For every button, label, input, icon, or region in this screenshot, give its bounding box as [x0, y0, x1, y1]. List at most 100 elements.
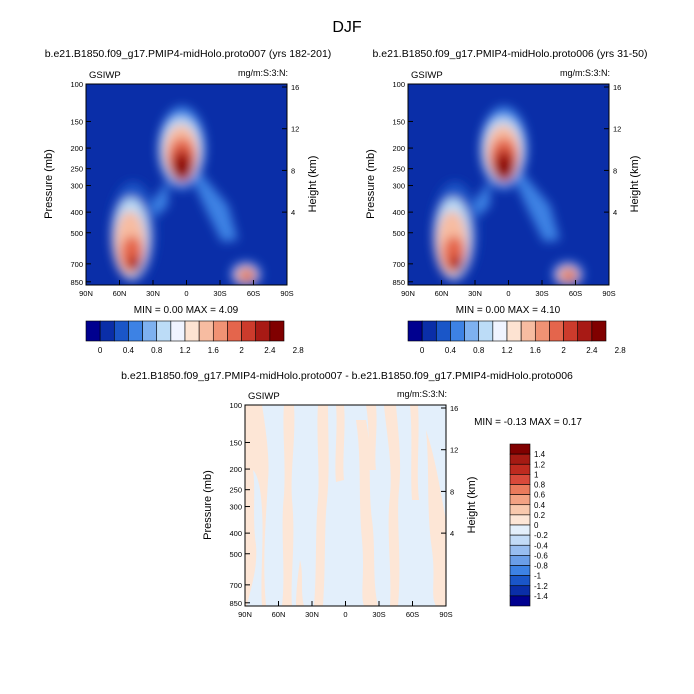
colorbar-box [492, 320, 508, 342]
pressure-tick-label: 700 [229, 581, 242, 590]
colorbar-label: -0.2 [534, 531, 548, 540]
colorbar-box [407, 320, 423, 342]
lat-tick-label: 60N [435, 289, 449, 298]
colorbar-label: 0.4 [123, 346, 135, 355]
pressure-tick-label: 500 [229, 550, 242, 559]
colorbar-box [520, 320, 536, 342]
height-tick-label: 4 [613, 208, 617, 217]
colorbar-label: 2.8 [615, 346, 627, 355]
pressure-tick-label: 300 [392, 182, 405, 191]
pressure-tick-label: 250 [229, 486, 242, 495]
colorbar-box [509, 453, 531, 465]
pressure-ticks: 100 150 200 250 300 400 500 700 850 [392, 80, 413, 287]
colorbar-box [509, 544, 531, 556]
colorbar-box [255, 320, 271, 342]
colorbar-box [563, 320, 579, 342]
colorbar-label: 1.2 [501, 346, 513, 355]
pressure-tick-label: 850 [70, 278, 83, 287]
colorbar-label: 1 [534, 470, 539, 479]
lat-ticks: 90N 60N 30N 0 30S 60S 90S [79, 280, 294, 298]
panel-difference: b.e21.B1850.f09_g17.PMIP4-midHolo.proto0… [121, 370, 582, 619]
colorbar-label: -1.2 [534, 582, 548, 591]
colorbar-label: 2 [239, 346, 244, 355]
colorbar-label: 1.2 [179, 346, 191, 355]
colorbar-label: -1.4 [534, 592, 548, 601]
variable-label: GSIWP [89, 70, 121, 81]
colorbar-box [99, 320, 115, 342]
pressure-tick-label: 700 [70, 260, 83, 269]
y-axis-right-label: Height (km) [629, 156, 641, 213]
colorbar-label: -0.6 [534, 551, 548, 560]
height-tick-label: 4 [291, 208, 295, 217]
colorbar-box [85, 320, 101, 342]
height-ticks: 16 12 8 4 [441, 404, 458, 538]
colorbar-label: -0.4 [534, 541, 548, 550]
colorbar-box [113, 320, 129, 342]
colorbar-box [506, 320, 522, 342]
colorbar-box [450, 320, 465, 342]
height-tick-label: 8 [450, 487, 454, 496]
colorbar-box [128, 320, 143, 342]
colorbar-label: 1.2 [534, 460, 546, 469]
colorbar-box [227, 320, 242, 342]
colorbar-box [509, 494, 531, 506]
colorbar-box [509, 585, 531, 597]
colorbar-box [464, 320, 480, 342]
lat-tick-label: 0 [184, 289, 188, 298]
height-tick-label: 4 [450, 529, 454, 538]
colorbar-box [421, 320, 437, 342]
colorbar-box [478, 320, 494, 342]
height-tick-label: 12 [291, 125, 299, 134]
lat-tick-label: 30N [146, 289, 160, 298]
colorbar-box [509, 575, 531, 587]
lat-tick-label: 60S [406, 610, 419, 619]
y-axis-right-label: Height (km) [466, 477, 478, 534]
y-axis-label: Pressure (mb) [43, 149, 55, 219]
height-tick-label: 8 [613, 166, 617, 175]
height-tick-label: 16 [613, 83, 621, 92]
lat-ticks: 90N 60N 30N 0 30S 60S 90S [238, 601, 453, 619]
colorbar-label: 0 [534, 521, 539, 530]
pressure-tick-label: 400 [229, 529, 242, 538]
pressure-tick-label: 700 [392, 260, 405, 269]
pressure-tick-label: 200 [229, 465, 242, 474]
season-title: DJF [332, 19, 362, 36]
colorbar-label: 1.6 [208, 346, 220, 355]
lat-ticks: 90N 60N 30N 0 30S 60S 90S [401, 280, 616, 298]
pressure-tick-label: 100 [70, 80, 83, 89]
lat-tick-label: 60N [272, 610, 286, 619]
colorbar-label: 2 [561, 346, 566, 355]
colorbar-difference: 1.41.210.80.60.40.20-0.2-0.4-0.6-0.8-1-1… [509, 443, 548, 607]
lat-tick-label: 60S [569, 289, 582, 298]
pressure-tick-label: 100 [392, 80, 405, 89]
colorbar-box [509, 534, 531, 546]
y-axis-right-label: Height (km) [307, 156, 319, 213]
pressure-tick-label: 500 [70, 229, 83, 238]
colorbar-box [142, 320, 158, 342]
pressure-tick-label: 250 [70, 165, 83, 174]
height-tick-label: 8 [291, 166, 295, 175]
pressure-tick-label: 250 [392, 165, 405, 174]
units-label: mg/m:S:3:N: [560, 68, 610, 78]
pressure-tick-label: 850 [392, 278, 405, 287]
colorbar-label: 1.4 [534, 450, 546, 459]
colorbar-box [509, 474, 531, 485]
height-tick-label: 12 [613, 125, 621, 134]
colorbar-box [509, 463, 531, 475]
colorbar-label: 0 [98, 346, 103, 355]
colorbar-box [212, 320, 228, 342]
colorbar-left: 0 0.4 0.8 1.2 1.6 2 2.4 2.8 [85, 320, 304, 355]
colorbar-box [577, 320, 593, 342]
lat-tick-label: 0 [506, 289, 510, 298]
height-ticks: 16 12 8 4 [604, 83, 621, 217]
lat-tick-label: 30S [213, 289, 226, 298]
y-axis-label: Pressure (mb) [202, 470, 214, 540]
lat-tick-label: 30N [468, 289, 482, 298]
pressure-tick-label: 400 [392, 208, 405, 217]
stats-label: MIN = 0.00 MAX = 4.10 [456, 305, 561, 316]
height-ticks: 16 12 8 4 [282, 83, 299, 217]
lat-tick-label: 30S [535, 289, 548, 298]
lat-tick-label: 90S [602, 289, 615, 298]
colorbar-box [509, 484, 531, 495]
